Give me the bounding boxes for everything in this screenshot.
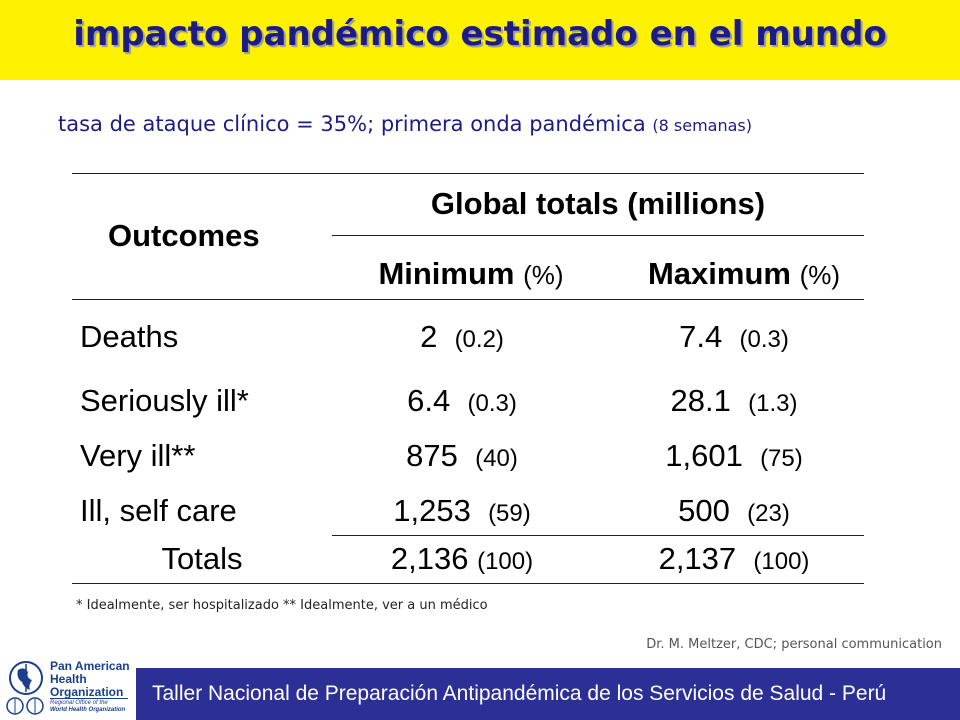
row-deaths-min-value: 2 — [420, 319, 438, 354]
row-very-ill-min-value: 875 — [406, 438, 458, 473]
row-very-ill-min-pct: (40) — [475, 445, 518, 472]
header-minimum: Minimum (%) — [332, 256, 610, 292]
row-ill-self-care-min: 1,253 (59) — [332, 493, 592, 529]
subtitle-main: tasa de ataque clínico = 35%; primera on… — [58, 112, 653, 136]
header-maximum-pct: (%) — [799, 260, 841, 290]
slide-title: impacto pandémico estimado en el mundo — [73, 14, 887, 54]
source-credit: Dr. M. Meltzer, CDC; personal communicat… — [646, 637, 942, 652]
header-minimum-pct: (%) — [523, 260, 564, 290]
paho-name-line1: Pan American — [50, 659, 130, 673]
paho-name: Pan American Health Organization — [50, 660, 130, 699]
row-seriously-ill-max-pct: (1.3) — [748, 390, 798, 417]
paho-name-line2: Health — [50, 672, 87, 686]
row-totals-min-pct: (100) — [477, 548, 534, 575]
header-maximum: Maximum (%) — [604, 256, 884, 292]
row-deaths-max: 7.4 (0.3) — [604, 319, 864, 355]
row-totals-min: 2,136 (100) — [332, 541, 592, 577]
row-seriously-ill-max-value: 28.1 — [670, 383, 731, 418]
row-totals-max-value: 2,137 — [658, 541, 737, 576]
row-seriously-ill-min: 6.4 (0.3) — [332, 383, 592, 419]
row-ill-self-care-min-value: 1,253 — [393, 493, 471, 528]
row-very-ill-max-pct: (75) — [760, 445, 803, 472]
header-outcomes: Outcomes — [108, 218, 260, 253]
table-header-bottom-rule — [72, 299, 864, 300]
row-label-deaths: Deaths — [80, 319, 179, 354]
slide-subtitle: tasa de ataque clínico = 35%; primera on… — [58, 112, 752, 136]
who-subtitle-line2: World Health Organization — [50, 707, 126, 713]
row-seriously-ill-min-pct: (0.3) — [467, 390, 517, 417]
row-label-ill-self-care: Ill, self care — [80, 493, 237, 528]
who-subtitle: Regional Office of the World Health Orga… — [50, 700, 125, 714]
row-seriously-ill-max: 28.1 (1.3) — [604, 383, 864, 419]
table-header-mid-rule — [332, 235, 864, 236]
row-label-totals: Totals — [161, 541, 243, 576]
row-ill-self-care-min-pct: (59) — [488, 500, 531, 527]
row-ill-self-care-max: 500 (23) — [604, 493, 864, 529]
row-totals-max: 2,137 (100) — [604, 541, 864, 577]
title-band — [0, 0, 960, 80]
row-very-ill-max: 1,601 (75) — [604, 438, 864, 474]
table-bottom-rule — [72, 583, 864, 584]
table-top-rule — [72, 173, 864, 174]
who-subtitle-line1: Regional Office of the — [50, 700, 108, 706]
header-minimum-label: Minimum — [378, 256, 515, 291]
row-deaths-min-pct: (0.2) — [454, 326, 504, 353]
row-label-seriously-ill: Seriously ill* — [80, 383, 249, 418]
footer-text: Taller Nacional de Preparación Antipandé… — [152, 682, 887, 705]
row-label-very-ill: Very ill** — [80, 438, 196, 473]
row-ill-self-care-max-pct: (23) — [747, 500, 790, 527]
row-seriously-ill-min-value: 6.4 — [407, 383, 451, 418]
row-totals-min-value: 2,136 — [390, 541, 469, 576]
paho-name-line3: Organization — [50, 685, 124, 699]
logo-divider — [50, 698, 128, 699]
header-maximum-label: Maximum — [647, 256, 791, 291]
footer-band: Taller Nacional de Preparación Antipandé… — [136, 668, 960, 720]
subtitle-note: (8 semanas) — [652, 116, 752, 135]
row-deaths-max-value: 7.4 — [679, 319, 723, 354]
paho-emblem-icon — [6, 661, 44, 715]
row-very-ill-max-value: 1,601 — [665, 438, 743, 473]
row-deaths-min: 2 (0.2) — [332, 319, 592, 355]
row-deaths-max-pct: (0.3) — [739, 326, 789, 353]
header-global-totals: Global totals (millions) — [430, 186, 766, 221]
table-footnote: * Idealmente, ser hospitalizado ** Ideal… — [76, 598, 488, 613]
row-ill-self-care-max-value: 500 — [678, 493, 730, 528]
paho-logo: Pan American Health Organization Regiona… — [4, 660, 132, 718]
table-totals-rule — [332, 535, 864, 536]
row-totals-max-pct: (100) — [753, 548, 810, 575]
row-very-ill-min: 875 (40) — [332, 438, 592, 474]
